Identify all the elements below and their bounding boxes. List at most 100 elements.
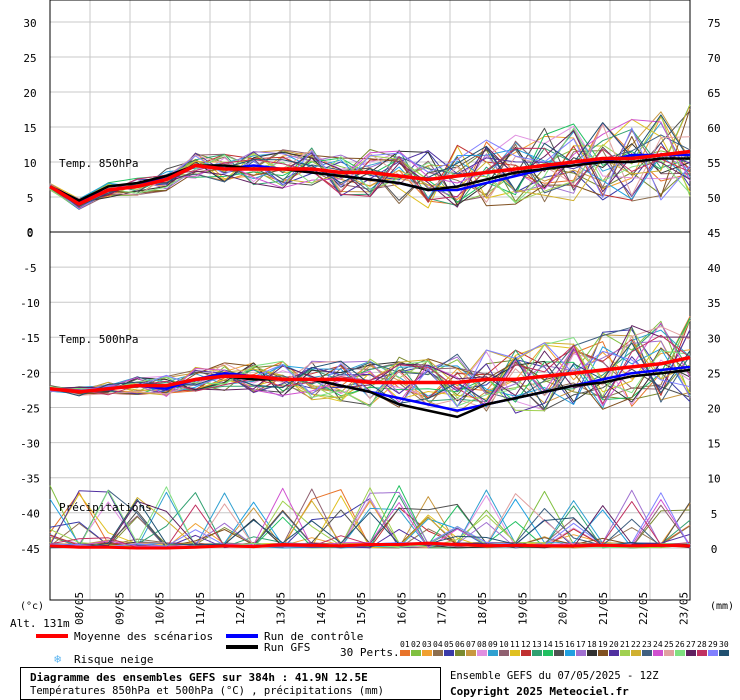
pert-swatch <box>543 650 553 656</box>
pert-number: 21 <box>620 640 630 649</box>
y-tick-500: -5 <box>23 262 36 275</box>
y-tick-850: 15 <box>23 122 36 135</box>
pert-number: 09 <box>488 640 498 649</box>
y2-tick-500: 20 <box>707 403 720 416</box>
x-tick-label: 18/05 <box>476 592 489 625</box>
pert-number: 04 <box>433 640 443 649</box>
y-tick-500: -15 <box>20 332 40 345</box>
pert-swatch <box>598 650 608 656</box>
pert-swatch <box>708 650 718 656</box>
x-tick-label: 21/05 <box>597 592 610 625</box>
x-tick-label: 09/05 <box>113 592 126 625</box>
pert-number: 18 <box>587 640 597 649</box>
pert-swatch <box>554 650 564 656</box>
x-tick-label: 15/05 <box>355 592 368 625</box>
pert-line-850 <box>49 108 691 208</box>
y2-tick-500: 5 <box>711 508 718 521</box>
pert-line-500 <box>49 326 691 409</box>
mean-swatch <box>36 634 68 638</box>
pert-swatch <box>642 650 652 656</box>
pert-swatch <box>675 650 685 656</box>
gfs-swatch <box>226 645 258 649</box>
pert-swatch <box>587 650 597 656</box>
pert-number: 22 <box>631 640 641 649</box>
y-tick-500: -30 <box>20 438 40 451</box>
panel-label-precip: Précipitations <box>59 501 152 514</box>
x-tick-label: 12/05 <box>234 592 247 625</box>
pert-swatch <box>499 650 509 656</box>
panel-label-500: Temp. 500hPa <box>59 333 139 346</box>
footer-subtitle: Températures 850hPa et 500hPa (°C) , pré… <box>30 685 385 697</box>
pert-number: 02 <box>411 640 421 649</box>
footer-title: Diagramme des ensembles GEFS sur 384h : … <box>30 671 368 684</box>
x-tick-label: 14/05 <box>315 592 328 625</box>
copyright: Copyright 2025 Meteociel.fr <box>450 685 629 698</box>
perts-label: 30 Perts. <box>340 646 400 659</box>
pert-swatch <box>411 650 421 656</box>
gfs-line-850 <box>49 157 690 202</box>
y2-tick-500: 40 <box>707 262 720 275</box>
pert-swatch <box>565 650 575 656</box>
pert-swatch <box>609 650 619 656</box>
control-swatch <box>226 634 258 638</box>
pert-number: 05 <box>444 640 454 649</box>
pert-swatch <box>664 650 674 656</box>
snow-label: Risque neige <box>74 653 154 666</box>
pert-number: 03 <box>422 640 432 649</box>
y2-tick-500: 35 <box>707 297 720 310</box>
pert-number: 23 <box>642 640 652 649</box>
pert-swatch <box>631 650 641 656</box>
pert-line-850 <box>49 149 691 207</box>
altitude-label: Alt. 131m <box>10 617 70 630</box>
pert-line-500 <box>49 334 691 406</box>
y-tick-850: 5 <box>27 192 34 205</box>
pert-line-500 <box>49 322 691 406</box>
pert-number: 19 <box>598 640 608 649</box>
pert-number: 20 <box>609 640 619 649</box>
pert-swatch <box>422 650 432 656</box>
pert-line-500 <box>49 326 691 403</box>
y2-tick-500: 30 <box>707 332 720 345</box>
pert-swatch <box>466 650 476 656</box>
pert-swatch <box>510 650 520 656</box>
y2-tick-850: 70 <box>707 52 720 65</box>
pert-swatch <box>620 650 630 656</box>
y-tick-500: -25 <box>20 402 40 415</box>
pert-line-precip <box>49 498 691 549</box>
pert-number: 14 <box>543 640 553 649</box>
pert-line-500 <box>49 340 691 402</box>
x-tick-label: 20/05 <box>557 592 570 625</box>
pert-swatch <box>477 650 487 656</box>
y-tick-850: 0 <box>27 227 34 240</box>
pert-number: 24 <box>653 640 663 649</box>
y-tick-500: -45 <box>20 543 40 556</box>
x-tick-label: 23/05 <box>678 592 691 625</box>
pert-line-precip <box>49 489 691 549</box>
control-label: Run de contrôle <box>264 630 364 643</box>
pert-line-850 <box>49 122 691 205</box>
pert-number: 25 <box>664 640 674 649</box>
pert-swatch <box>444 650 454 656</box>
y2-tick-500: 25 <box>707 367 720 380</box>
pert-number: 28 <box>697 640 707 649</box>
pert-line-850 <box>49 127 691 209</box>
right-unit: (mm) <box>710 601 735 612</box>
pert-number: 16 <box>565 640 575 649</box>
x-tick-label: 10/05 <box>154 592 167 625</box>
pert-swatch <box>532 650 542 656</box>
pert-swatch <box>719 650 729 656</box>
y-tick-500: -40 <box>20 508 40 521</box>
y-tick-500: -35 <box>20 473 40 486</box>
pert-swatch <box>686 650 696 656</box>
y2-tick-850: 50 <box>707 192 720 205</box>
y2-tick-850: 55 <box>707 157 720 170</box>
y2-tick-850: 75 <box>707 17 720 30</box>
mean-line-precip <box>49 541 691 550</box>
pert-number: 27 <box>686 640 696 649</box>
pert-swatch <box>576 650 586 656</box>
x-tick-label: 17/05 <box>436 592 449 625</box>
y-tick-850: 25 <box>23 52 36 65</box>
y-tick-500: -20 <box>20 367 40 380</box>
pert-number: 11 <box>510 640 520 649</box>
mean-label: Moyenne des scénarios <box>74 630 214 643</box>
